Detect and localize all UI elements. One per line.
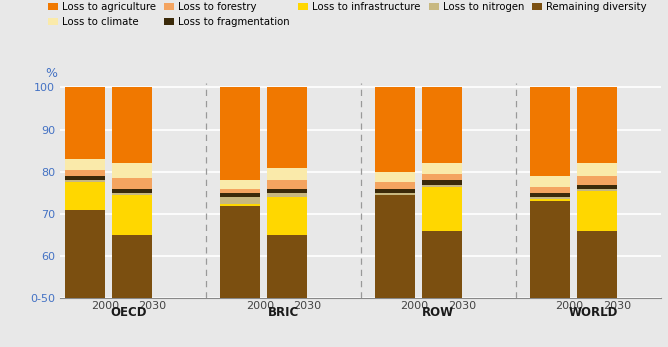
Text: 2000: 2000 bbox=[401, 302, 429, 311]
Bar bbox=[577, 163, 617, 176]
Text: 2000: 2000 bbox=[91, 302, 119, 311]
Bar bbox=[422, 163, 462, 174]
Bar bbox=[375, 172, 415, 183]
Bar bbox=[577, 176, 617, 185]
Bar bbox=[220, 180, 260, 189]
Bar bbox=[267, 180, 307, 189]
Bar bbox=[65, 180, 105, 183]
Bar bbox=[530, 193, 570, 197]
Bar bbox=[112, 193, 152, 195]
Bar bbox=[65, 87, 105, 159]
Bar bbox=[267, 189, 307, 193]
Bar bbox=[530, 176, 570, 187]
Bar bbox=[65, 170, 105, 176]
Bar bbox=[530, 201, 570, 298]
Text: OECD: OECD bbox=[110, 306, 146, 319]
Bar bbox=[422, 174, 462, 180]
Bar bbox=[577, 87, 617, 163]
Bar bbox=[112, 195, 152, 235]
Bar bbox=[375, 193, 415, 195]
Bar bbox=[220, 203, 260, 206]
Text: %: % bbox=[45, 67, 57, 80]
Text: 2030: 2030 bbox=[138, 302, 166, 311]
Bar bbox=[577, 185, 617, 189]
Bar bbox=[220, 87, 260, 180]
Legend: Loss to agriculture, Loss to climate, Loss to forestry, Loss to fragmentation, L: Loss to agriculture, Loss to climate, Lo… bbox=[43, 0, 651, 31]
Bar bbox=[65, 176, 105, 180]
Text: 2000: 2000 bbox=[556, 302, 584, 311]
Bar bbox=[577, 189, 617, 191]
Text: 2000: 2000 bbox=[246, 302, 274, 311]
Bar bbox=[112, 163, 152, 178]
Bar bbox=[267, 197, 307, 235]
Bar bbox=[530, 197, 570, 199]
Text: 2030: 2030 bbox=[603, 302, 631, 311]
Bar bbox=[530, 199, 570, 201]
Bar bbox=[267, 87, 307, 168]
Bar bbox=[267, 193, 307, 197]
Bar bbox=[267, 235, 307, 298]
Bar bbox=[112, 189, 152, 193]
Bar bbox=[375, 87, 415, 172]
Bar bbox=[267, 168, 307, 180]
Bar bbox=[422, 231, 462, 298]
Bar bbox=[530, 87, 570, 176]
Bar bbox=[220, 197, 260, 203]
Bar bbox=[577, 191, 617, 231]
Bar bbox=[375, 195, 415, 298]
Bar bbox=[65, 159, 105, 170]
Text: 2030: 2030 bbox=[293, 302, 321, 311]
Bar bbox=[422, 185, 462, 187]
Bar bbox=[65, 210, 105, 298]
Text: ROW: ROW bbox=[422, 306, 454, 319]
Bar bbox=[577, 231, 617, 298]
Bar bbox=[422, 180, 462, 185]
Bar bbox=[112, 235, 152, 298]
Bar bbox=[375, 189, 415, 193]
Bar bbox=[65, 183, 105, 210]
Bar bbox=[112, 87, 152, 163]
Text: WORLD: WORLD bbox=[568, 306, 618, 319]
Bar bbox=[220, 193, 260, 197]
Bar bbox=[422, 87, 462, 163]
Text: 2030: 2030 bbox=[448, 302, 476, 311]
Bar bbox=[112, 178, 152, 189]
Bar bbox=[375, 183, 415, 189]
Text: BRIC: BRIC bbox=[268, 306, 299, 319]
Bar bbox=[220, 189, 260, 193]
Bar bbox=[422, 187, 462, 231]
Bar bbox=[220, 206, 260, 298]
Bar bbox=[530, 187, 570, 193]
